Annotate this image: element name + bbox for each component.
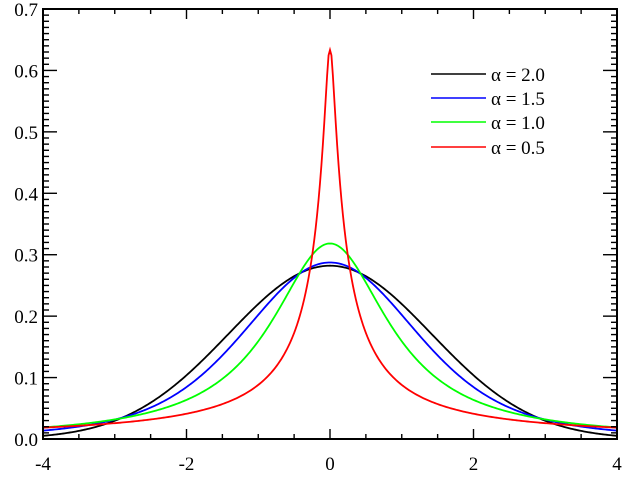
axis-ticks [42,8,618,440]
y-axis-tick-labels: 0.0 0.1 0.2 0.3 0.4 0.5 0.6 0.7 [14,0,38,451]
y-tick-label: 0.2 [14,307,38,328]
x-tick-label: 4 [612,454,622,475]
y-tick-label: 0.6 [14,61,38,82]
y-tick-label: 0.4 [14,184,38,205]
curve-1.0 [42,242,618,429]
curve-0.5 [42,46,618,429]
x-axis-tick-labels: -4 -2 0 2 4 [35,454,622,475]
curve-1.5 [42,261,618,432]
legend-label-alpha-1.0: α = 1.0 [491,113,545,134]
x-tick-label: 2 [469,454,479,475]
x-tick-label: -4 [35,454,51,475]
x-tick-label: -2 [179,454,195,475]
y-tick-label: 0.5 [14,123,38,144]
legend-label-alpha-0.5: α = 0.5 [491,138,545,159]
curve-2.0 [42,264,618,437]
legend: α = 2.0 α = 1.5 α = 1.0 α = 0.5 [431,65,545,159]
x-tick-label: 0 [325,454,335,475]
y-tick-label: 0.0 [14,430,38,451]
plot-curves [42,46,618,437]
y-tick-label: 0.7 [14,0,38,21]
legend-label-alpha-2.0: α = 2.0 [491,65,545,86]
legend-label-alpha-1.5: α = 1.5 [491,89,545,110]
y-tick-label: 0.1 [14,369,38,390]
y-tick-label: 0.3 [14,246,38,267]
